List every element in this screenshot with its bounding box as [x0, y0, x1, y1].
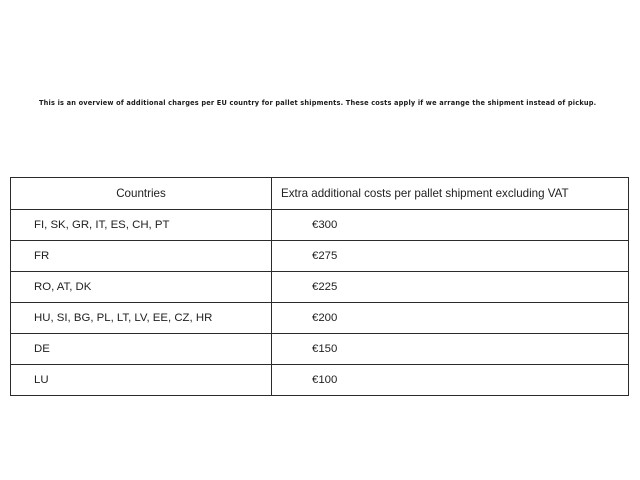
table-body: FI, SK, GR, IT, ES, CH, PT €300 FR €275 … — [10, 209, 629, 396]
cell-countries: DE — [10, 333, 272, 365]
cell-countries: RO, AT, DK — [10, 271, 272, 303]
table-row: HU, SI, BG, PL, LT, LV, EE, CZ, HR €200 — [10, 302, 629, 334]
cell-countries: FR — [10, 240, 272, 272]
table-row: RO, AT, DK €225 — [10, 271, 629, 303]
table-row: LU €100 — [10, 364, 629, 396]
table-header-row: Countries Extra additional costs per pal… — [10, 177, 629, 210]
cell-cost: €100 — [271, 364, 629, 396]
cell-cost: €150 — [271, 333, 629, 365]
cell-countries: LU — [10, 364, 272, 396]
table-row: FI, SK, GR, IT, ES, CH, PT €300 — [10, 209, 629, 241]
cell-cost: €275 — [271, 240, 629, 272]
additional-charges-table: Countries Extra additional costs per pal… — [10, 177, 629, 396]
cell-cost: €225 — [271, 271, 629, 303]
cell-cost: €200 — [271, 302, 629, 334]
table-row: FR €275 — [10, 240, 629, 272]
column-header-countries: Countries — [10, 177, 272, 210]
cell-countries: FI, SK, GR, IT, ES, CH, PT — [10, 209, 272, 241]
table-row: DE €150 — [10, 333, 629, 365]
column-header-costs: Extra additional costs per pallet shipme… — [271, 177, 629, 210]
intro-paragraph: This is an overview of additional charge… — [39, 98, 597, 107]
cell-cost: €300 — [271, 209, 629, 241]
cell-countries: HU, SI, BG, PL, LT, LV, EE, CZ, HR — [10, 302, 272, 334]
